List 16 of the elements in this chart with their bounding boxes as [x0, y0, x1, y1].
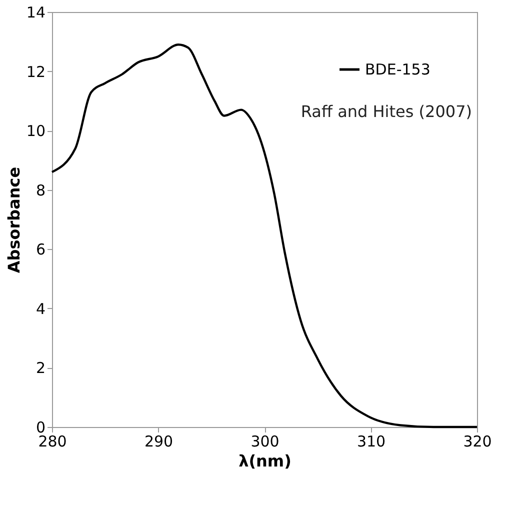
- y-tick-label: 14: [26, 4, 46, 22]
- x-tick-label: 320: [463, 432, 492, 450]
- annotation: Raff and Hites (2007): [300, 102, 472, 121]
- y-tick-label: 12: [26, 62, 46, 81]
- line-series: [50, 44, 478, 428]
- legend-label: BDE-153: [365, 60, 430, 78]
- x-tick-label: 310: [356, 432, 386, 450]
- y-axis-title: Absorbance: [4, 166, 24, 274]
- y-tick-label: 4: [36, 300, 46, 318]
- y-tick-label: 10: [26, 122, 46, 140]
- y-tick-label: 8: [36, 181, 46, 200]
- y-tick-label: 6: [36, 240, 46, 259]
- y-tick-label: 2: [36, 359, 46, 378]
- x-tick-label: 300: [250, 432, 280, 450]
- x-axis-title: λ(nm): [238, 452, 292, 470]
- x-tick-label: 290: [144, 432, 174, 450]
